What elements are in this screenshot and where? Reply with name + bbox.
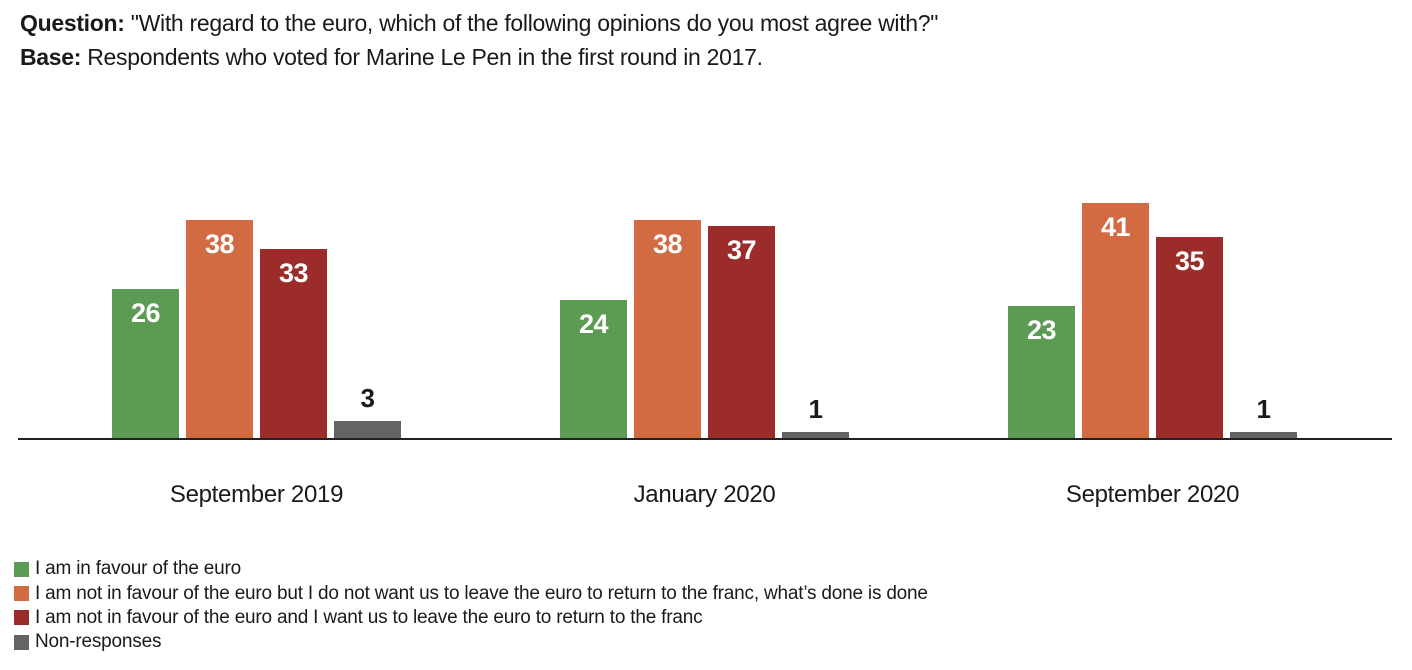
legend-label: Non-responses: [35, 631, 162, 653]
legend-label: I am not in favour of the euro but I do …: [35, 582, 928, 604]
base-text: Respondents who voted for Marine Le Pen …: [87, 44, 763, 70]
legend-item-not-in-favour-stay: I am not in favour of the euro but I do …: [14, 581, 928, 605]
bar-non-responses: [334, 421, 401, 438]
chart-header: Question: "With regard to the euro, whic…: [20, 6, 938, 74]
bar-value-label: 24: [578, 309, 609, 339]
base-line: Base: Respondents who voted for Marine L…: [20, 40, 938, 74]
bar-not-in-favour-stay: [1082, 203, 1149, 438]
category-label: January 2020: [633, 481, 776, 508]
bar-value-label: 23: [1026, 315, 1057, 345]
legend-swatch-icon: [14, 561, 29, 577]
category-label: September 2019: [169, 481, 344, 508]
bar-value-label: 26: [130, 298, 161, 328]
bar-value-label: 35: [1174, 246, 1205, 276]
bar-not-in-favour-leave: [708, 226, 775, 438]
bar-not-in-favour-stay: [186, 220, 253, 438]
bar-value-label: 37: [726, 235, 757, 265]
legend-item-in-favour: I am in favour of the euro: [14, 557, 928, 581]
question-line: Question: "With regard to the euro, whic…: [20, 6, 938, 40]
legend: I am in favour of the euro I am not in fa…: [14, 557, 928, 655]
bar-value-label: 38: [652, 229, 683, 259]
bar-value-label: 3: [360, 383, 375, 413]
x-axis-line: [18, 438, 1392, 440]
bar-value-label: 41: [1100, 212, 1131, 242]
base-label: Base:: [20, 44, 82, 70]
legend-swatch-icon: [14, 634, 29, 650]
legend-swatch-icon: [14, 610, 29, 626]
question-label: Question:: [20, 10, 125, 36]
legend-label: I am not in favour of the euro and I wan…: [35, 606, 703, 628]
legend-item-not-in-favour-leave: I am not in favour of the euro and I wan…: [14, 606, 928, 630]
legend-label: I am in favour of the euro: [35, 558, 242, 580]
bar-in-favour: [112, 289, 179, 438]
legend-swatch-icon: [14, 586, 29, 602]
bar-not-in-favour-leave: [1156, 237, 1223, 438]
bar-non-responses: [1230, 432, 1297, 438]
bar-in-favour: [560, 300, 627, 438]
bar-value-label: 33: [278, 258, 309, 288]
bar-non-responses: [782, 432, 849, 438]
bar-in-favour: [1008, 306, 1075, 438]
legend-item-non-responses: Non-responses: [14, 630, 928, 654]
question-text: "With regard to the euro, which of the f…: [130, 10, 939, 36]
category-label: September 2020: [1065, 481, 1240, 508]
bar-value-label: 1: [808, 394, 823, 424]
bar-not-in-favour-leave: [260, 249, 327, 438]
bar-value-label: 38: [204, 229, 235, 259]
bar-value-label: 1: [1256, 394, 1271, 424]
bar-not-in-favour-stay: [634, 220, 701, 438]
